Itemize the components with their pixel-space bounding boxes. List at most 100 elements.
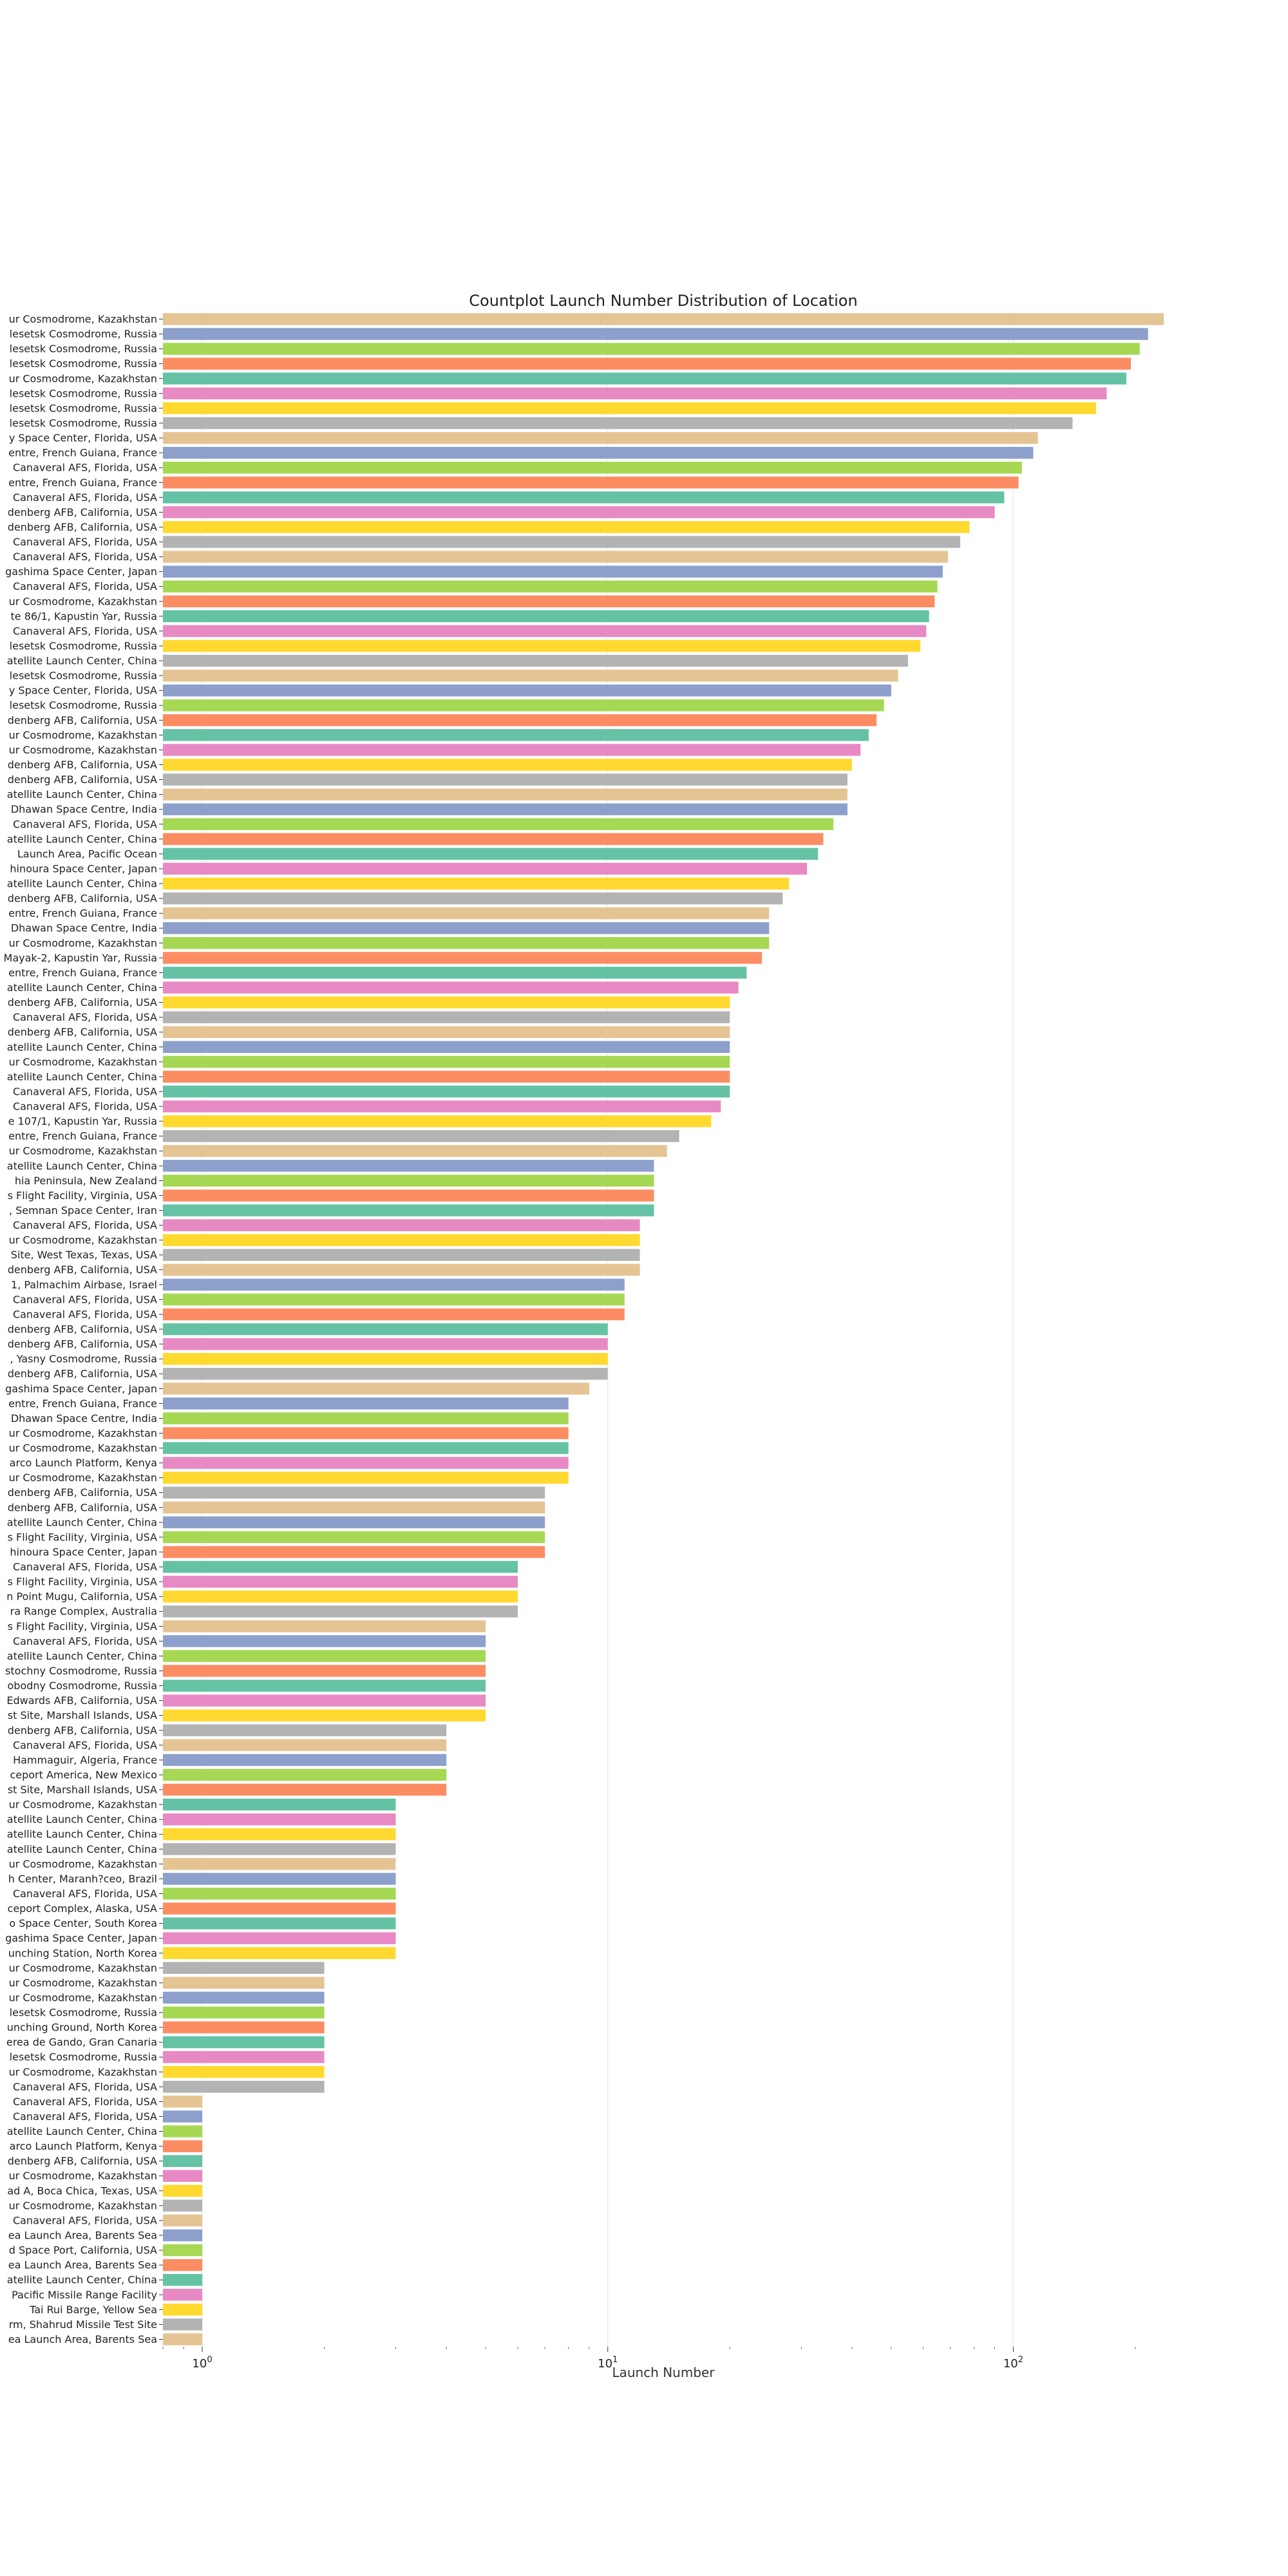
y-tick-label-104: ur Cosmodrome, Kazakhstan (9, 1858, 157, 1870)
bar-98 (163, 1768, 447, 1781)
bar-91 (163, 1665, 486, 1677)
y-tick-label-84: Canaveral AFS, Florida, USA (13, 1561, 157, 1573)
y-tick-label-28: ur Cosmodrome, Kazakhstan (9, 729, 157, 741)
chart-title: Countplot Launch Number Distribution of … (469, 292, 857, 310)
y-tick-label-82: s Flight Facility, Virginia, USA (8, 1531, 157, 1543)
bar-90 (163, 1650, 486, 1662)
bar-70 (163, 1352, 608, 1365)
bar-37 (163, 862, 808, 875)
y-tick-label-41: Dhawan Space Centre, India (11, 922, 157, 934)
bar-9 (163, 446, 1034, 459)
y-tick-label-89: Canaveral AFS, Florida, USA (13, 1635, 157, 1647)
bar-66 (163, 1293, 625, 1306)
y-tick-label-135: rm, Shahrud Missile Test Site (9, 2318, 157, 2331)
bar-60 (163, 1204, 654, 1217)
y-tick-label-5: lesetsk Cosmodrome, Russia (10, 387, 157, 399)
bar-103 (163, 1843, 396, 1855)
y-tick-label-0: ur Cosmodrome, Kazakhstan (9, 313, 157, 325)
y-tick-label-48: denberg AFB, California, USA (8, 1026, 157, 1038)
y-tick-label-102: atellite Launch Center, China (7, 1828, 157, 1841)
bar-119 (163, 2081, 325, 2093)
bar-22 (163, 639, 921, 652)
y-tick-label-40: entre, French Guiana, France (8, 907, 157, 920)
y-tick-label-56: ur Cosmodrome, Kazakhstan (9, 1145, 157, 1157)
y-tick-label-115: unching Ground, North Korea (7, 2022, 157, 2034)
bar-48 (163, 1026, 730, 1038)
bar-106 (163, 1888, 396, 1900)
bar-81 (163, 1516, 545, 1529)
bar-88 (163, 1620, 486, 1633)
bar-18 (163, 580, 938, 592)
bar-1 (163, 328, 1148, 340)
y-tick-label-4: ur Cosmodrome, Kazakhstan (9, 372, 157, 384)
y-tick-label-38: atellite Launch Center, China (7, 878, 157, 890)
y-tick-label-80: denberg AFB, California, USA (8, 1501, 157, 1513)
y-tick-label-23: atellite Launch Center, China (7, 655, 157, 667)
bar-49 (163, 1041, 730, 1053)
y-tick-label-85: s Flight Facility, Virginia, USA (8, 1576, 157, 1588)
bar-114 (163, 2006, 325, 2019)
y-tick-label-60: , Semnan Space Center, Iran (9, 1204, 157, 1217)
y-tick-label-35: atellite Launch Center, China (7, 833, 157, 845)
bar-108 (163, 1917, 396, 1929)
y-tick-label-116: erea de Gando, Gran Canaria (6, 2036, 157, 2049)
bar-29 (163, 744, 861, 756)
y-tick-label-121: Canaveral AFS, Florida, USA (13, 2110, 157, 2123)
bar-94 (163, 1709, 486, 1721)
bar-102 (163, 1828, 396, 1841)
y-tick-label-30: denberg AFB, California, USA (8, 759, 157, 771)
axes: 100 101 102 (159, 319, 1136, 2371)
bar-50 (163, 1056, 730, 1068)
bar-112 (163, 1976, 325, 1989)
y-tick-label-119: Canaveral AFS, Florida, USA (13, 2081, 157, 2093)
y-tick-label-75: ur Cosmodrome, Kazakhstan (9, 1427, 157, 1439)
y-tick-label-105: h Center, Maranh?ceo, Brazil (8, 1873, 157, 1885)
y-tick-label-32: atellite Launch Center, China (7, 788, 157, 800)
bar-41 (163, 922, 770, 934)
bar-116 (163, 2036, 325, 2049)
bar-28 (163, 729, 869, 741)
bar-123 (163, 2140, 203, 2152)
bar-62 (163, 1234, 640, 1246)
bar-77 (163, 1457, 569, 1469)
bar-30 (163, 759, 852, 771)
y-tick-label-136: ea Launch Area, Barents Sea (8, 2333, 157, 2345)
bar-99 (163, 1783, 447, 1796)
y-tick-label-117: lesetsk Cosmodrome, Russia (10, 2051, 157, 2063)
x-axis-label: Launch Number (612, 2365, 715, 2380)
y-tick-label-18: Canaveral AFS, Florida, USA (13, 580, 157, 592)
y-tick-label-114: lesetsk Cosmodrome, Russia (10, 2007, 157, 2019)
y-tick-label-43: Mayak-2, Kapustin Yar, Russia (4, 952, 157, 964)
y-tick-label-59: s Flight Facility, Virginia, USA (8, 1189, 157, 1202)
y-tick-label-130: d Space Port, California, USA (9, 2244, 157, 2257)
bar-21 (163, 625, 927, 638)
y-tick-label-63: Site, West Texas, Texas, USA (11, 1249, 157, 1261)
y-tick-label-39: denberg AFB, California, USA (8, 893, 157, 905)
bar-67 (163, 1308, 625, 1321)
y-tick-label-128: Canaveral AFS, Florida, USA (13, 2214, 157, 2226)
bar-16 (163, 551, 948, 563)
y-tick-label-97: Hammaguir, Algeria, France (13, 1754, 157, 1766)
y-tick-label-42: ur Cosmodrome, Kazakhstan (9, 937, 157, 949)
y-tick-label-1: lesetsk Cosmodrome, Russia (10, 328, 157, 340)
bar-52 (163, 1085, 730, 1098)
y-tick-label-26: lesetsk Cosmodrome, Russia (10, 699, 157, 712)
bar-46 (163, 996, 730, 1009)
bar-121 (163, 2110, 203, 2123)
y-tick-labels: ur Cosmodrome, Kazakhstan lesetsk Cosmodr… (4, 313, 158, 2345)
y-tick-label-129: ea Launch Area, Barents Sea (8, 2230, 157, 2242)
y-tick-label-107: ceport Complex, Alaska, USA (8, 1902, 158, 1915)
y-tick-label-70: , Yasny Cosmodrome, Russia (10, 1353, 157, 1365)
y-tick-label-9: entre, French Guiana, France (8, 447, 157, 459)
y-tick-label-45: atellite Launch Center, China (7, 981, 157, 994)
bar-120 (163, 2096, 203, 2108)
bar-24 (163, 669, 898, 682)
bar-127 (163, 2199, 203, 2212)
bar-72 (163, 1383, 589, 1395)
y-tick-label-98: ceport America, New Mexico (10, 1768, 157, 1781)
bar-136 (163, 2333, 203, 2345)
y-tick-label-77: arco Launch Platform, Kenya (10, 1457, 157, 1469)
y-tick-label-3: lesetsk Cosmodrome, Russia (10, 357, 157, 370)
bar-54 (163, 1115, 712, 1128)
y-tick-label-44: entre, French Guiana, France (8, 967, 157, 979)
